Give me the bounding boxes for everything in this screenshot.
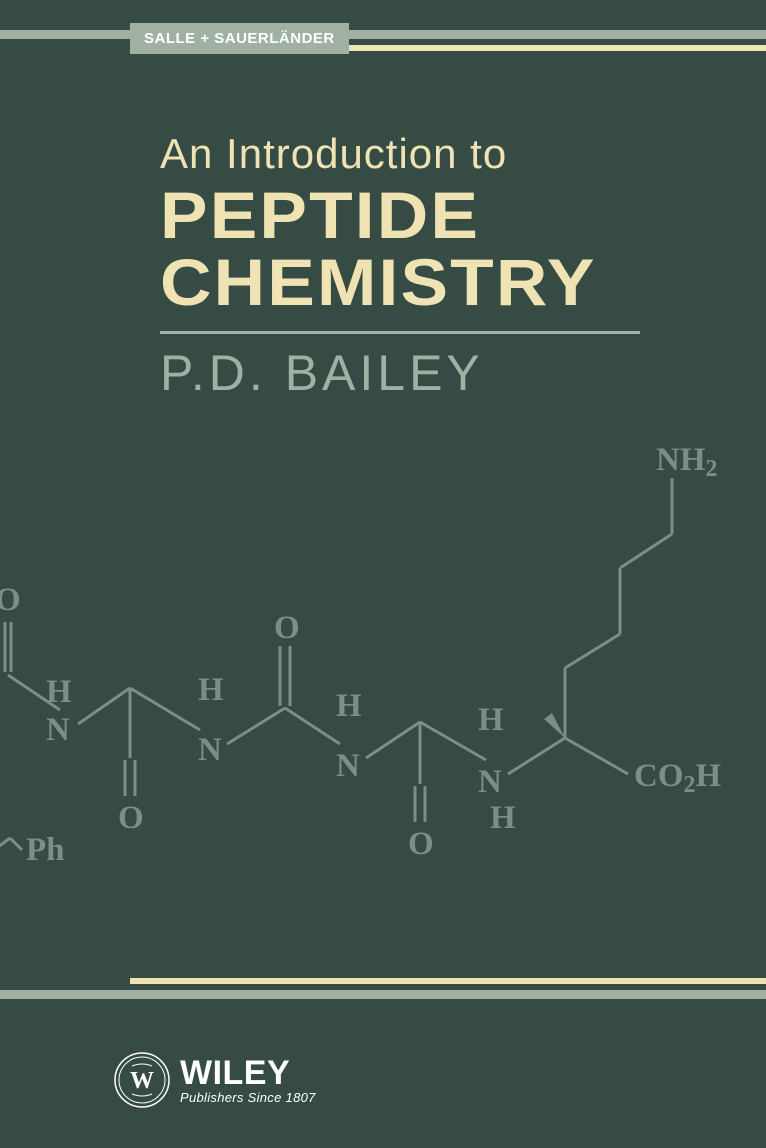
svg-text:H: H	[478, 702, 504, 738]
svg-text:N: N	[336, 748, 360, 784]
svg-text:Ph: Ph	[26, 832, 65, 860]
svg-text:N: N	[198, 732, 222, 768]
book-cover: SALLE + SAUERLÄNDER An Introduction to P…	[0, 0, 766, 1148]
svg-text:H: H	[490, 800, 516, 836]
svg-text:O: O	[274, 610, 300, 646]
publisher-name: WILEY	[180, 1056, 316, 1090]
author-name: P.D. BAILEY	[160, 344, 706, 402]
top-decorative-bars	[0, 30, 766, 51]
title-block: An Introduction to PEPTIDE CHEMISTRY P.D…	[160, 130, 706, 402]
svg-text:H: H	[198, 672, 224, 708]
publisher-text: WILEY Publishers Since 1807	[180, 1056, 316, 1105]
bottom-sage-bar	[0, 990, 766, 999]
subtitle: An Introduction to	[160, 130, 706, 178]
svg-text:H: H	[336, 688, 362, 724]
main-title: PEPTIDE CHEMISTRY	[160, 182, 750, 317]
publisher-badge: SALLE + SAUERLÄNDER	[130, 23, 349, 54]
bottom-decorative-bars	[0, 990, 766, 999]
svg-text:W: W	[130, 1068, 154, 1094]
title-line-2: CHEMISTRY	[160, 245, 597, 319]
svg-text:N: N	[46, 712, 70, 748]
title-line-1: PEPTIDE	[160, 178, 480, 252]
bottom-cream-bar	[130, 978, 766, 984]
publisher-block: W WILEY Publishers Since 1807	[114, 1052, 316, 1108]
molecule-diagram: ONHOPhHNONHOHNCO2HNH2H	[0, 430, 766, 860]
svg-text:O: O	[118, 800, 144, 836]
wiley-logo-icon: W	[114, 1052, 170, 1108]
svg-text:NH2: NH2	[656, 442, 718, 482]
title-rule	[160, 331, 640, 334]
svg-text:CO2H: CO2H	[634, 758, 722, 798]
top-sage-bar	[0, 30, 766, 39]
svg-text:N: N	[478, 764, 502, 800]
svg-text:O: O	[0, 582, 21, 618]
publisher-tagline: Publishers Since 1807	[180, 1090, 316, 1105]
svg-text:O: O	[408, 826, 434, 860]
svg-text:H: H	[46, 674, 72, 710]
